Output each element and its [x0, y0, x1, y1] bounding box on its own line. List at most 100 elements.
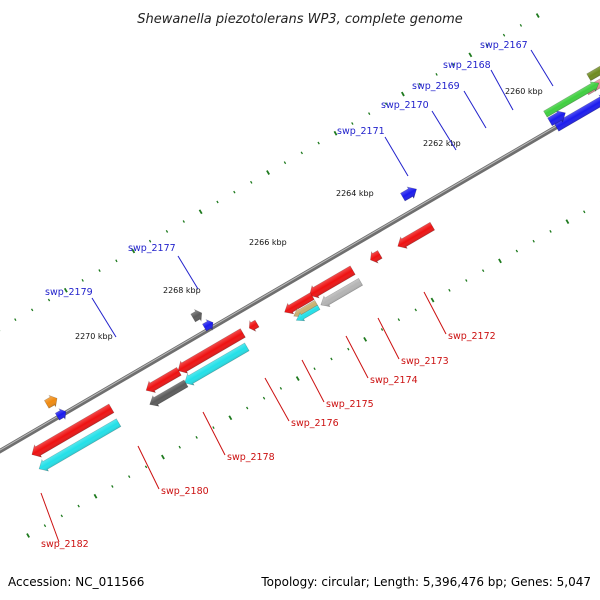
- gene-label-reverse[interactable]: swp_2174: [370, 375, 418, 386]
- outer-tick: [317, 141, 320, 145]
- gene-feature: [320, 277, 364, 308]
- gene-label-forward[interactable]: swp_2179: [45, 287, 93, 298]
- inner-tick: [295, 376, 300, 381]
- outer-tick: [519, 23, 523, 27]
- inner-tick: [212, 426, 215, 430]
- inner-tick: [161, 454, 165, 460]
- kbp-labels: 2260 kbp 2262 kbp 2264 kbp 2266 kbp 2268 kbp…: [75, 87, 543, 341]
- outer-tick: [384, 102, 388, 106]
- gene-feature: [177, 328, 246, 374]
- gene-feature: [31, 403, 115, 458]
- gene-label-reverse[interactable]: swp_2175: [326, 399, 374, 410]
- label-leader: [301, 359, 325, 403]
- gene-feature: [184, 342, 250, 386]
- gene-label-forward[interactable]: swp_2177: [128, 243, 176, 254]
- gene-label-forward[interactable]: swp_2170: [381, 100, 429, 111]
- label-leader: [137, 445, 160, 490]
- backbone: [0, 99, 600, 454]
- inner-tick: [448, 288, 451, 292]
- accession-text: Accession: NC_011566: [8, 575, 144, 589]
- gene-label-reverse[interactable]: swp_2173: [401, 356, 449, 367]
- inner-tick: [515, 249, 519, 253]
- outer-tick: [63, 287, 68, 293]
- gene-feature: [309, 265, 356, 299]
- label-leader: [40, 492, 60, 543]
- label-leader: [264, 377, 290, 422]
- topology-text: Topology: circular; Length: 5,396,476 bp…: [260, 575, 591, 589]
- inner-tick: [363, 336, 368, 342]
- inner-tick: [178, 445, 181, 449]
- outer-tick: [266, 170, 270, 175]
- label-leader: [377, 317, 400, 360]
- kbp-label: 2266 kbp: [249, 238, 287, 247]
- gene-label-reverse[interactable]: swp_2178: [227, 452, 275, 463]
- label-leader: [177, 255, 199, 290]
- outer-tick: [30, 308, 34, 312]
- gene-label-forward[interactable]: swp_2169: [412, 81, 460, 92]
- gene-label-reverse[interactable]: swp_2180: [161, 486, 209, 497]
- kbp-label: 2268 kbp: [163, 286, 201, 295]
- gene-feature: [202, 318, 214, 332]
- gene-label-forward[interactable]: swp_2168: [443, 60, 491, 71]
- inner-tick: [565, 219, 570, 225]
- label-leader: [530, 49, 554, 87]
- outer-tick: [198, 209, 203, 215]
- outer-tick: [98, 269, 101, 273]
- inner-tick: [465, 279, 468, 282]
- outer-tick: [115, 259, 118, 263]
- gene-labels: swp_2167 swp_2168 swp_2169 swp_2170 swp_2171…: [41, 40, 528, 550]
- gene-label-forward[interactable]: swp_2167: [480, 40, 528, 51]
- outer-tick: [435, 72, 438, 76]
- gene-feature: [284, 292, 315, 315]
- inner-tick: [195, 435, 198, 439]
- label-leader: [345, 335, 369, 379]
- outer-tick: [81, 278, 84, 282]
- label-leader: [463, 90, 487, 129]
- label-leaders: [40, 49, 554, 543]
- inner-tick: [481, 269, 485, 273]
- gene-features: [31, 46, 600, 472]
- outer-tick: [216, 200, 219, 204]
- gene-feature: [400, 186, 417, 202]
- outer-tick: [283, 161, 287, 165]
- inner-tick: [144, 465, 148, 469]
- outer-tick: [182, 220, 185, 223]
- label-leader: [91, 297, 117, 338]
- label-leader: [423, 291, 447, 335]
- kbp-label: 2260 kbp: [505, 87, 543, 96]
- outer-tick: [418, 82, 421, 86]
- inner-tick: [532, 239, 535, 243]
- gene-label-reverse[interactable]: swp_2182: [41, 539, 89, 550]
- gene-label-reverse[interactable]: swp_2176: [291, 418, 339, 429]
- inner-tick: [228, 415, 233, 421]
- outer-tick: [333, 130, 338, 136]
- inner-tick: [583, 210, 586, 214]
- kbp-label: 2264 kbp: [336, 189, 374, 198]
- gene-feature: [586, 46, 600, 82]
- inner-tick: [549, 229, 552, 233]
- outer-tick-ring: [0, 13, 540, 332]
- gene-feature: [397, 221, 436, 249]
- outer-tick: [233, 190, 236, 194]
- inner-tick: [397, 318, 401, 322]
- gene-feature: [248, 319, 260, 332]
- inner-tick-ring: [26, 201, 600, 538]
- outer-tick: [452, 63, 455, 67]
- gene-feature: [547, 110, 566, 127]
- gene-label-reverse[interactable]: swp_2172: [448, 331, 496, 342]
- inner-tick: [498, 258, 502, 264]
- inner-tick: [279, 386, 283, 390]
- gene-label-forward[interactable]: swp_2171: [337, 126, 385, 137]
- inner-tick: [26, 533, 30, 538]
- gene-feature: [543, 81, 600, 118]
- outer-tick: [351, 122, 354, 125]
- inner-tick: [111, 485, 114, 488]
- outer-tick: [468, 52, 473, 58]
- outer-tick: [485, 43, 489, 47]
- outer-tick: [368, 112, 371, 116]
- inner-tick: [330, 357, 333, 361]
- inner-tick: [347, 347, 350, 351]
- outer-tick: [502, 33, 506, 37]
- gene-feature: [370, 250, 383, 264]
